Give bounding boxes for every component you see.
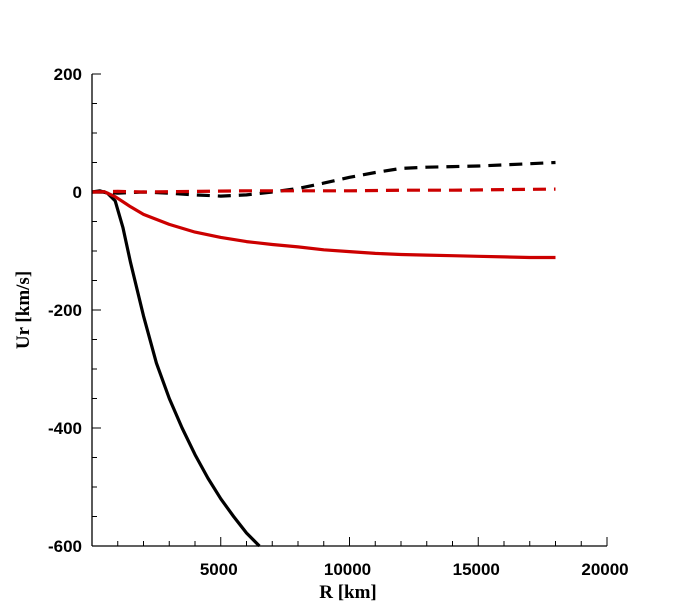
y-tick-label: -600 [48,537,82,556]
y-tick-label: -400 [48,419,82,438]
series-line-1 [91,189,261,548]
y-axis-title: Ur [km/s] [13,271,34,349]
series-line-3 [92,160,556,198]
y-tick-label: 200 [54,65,82,84]
x-tick-label: 10000 [324,560,371,579]
series-line-2 [92,190,556,260]
series-line-4 [91,187,556,194]
x-axis-title: R [km] [319,582,377,603]
y-tick-label: 0 [73,183,82,202]
x-tick-label: 15000 [453,560,500,579]
y-tick-label: -200 [48,301,82,320]
x-tick-label: 5000 [200,560,238,579]
x-tick-label: 20000 [581,560,628,579]
